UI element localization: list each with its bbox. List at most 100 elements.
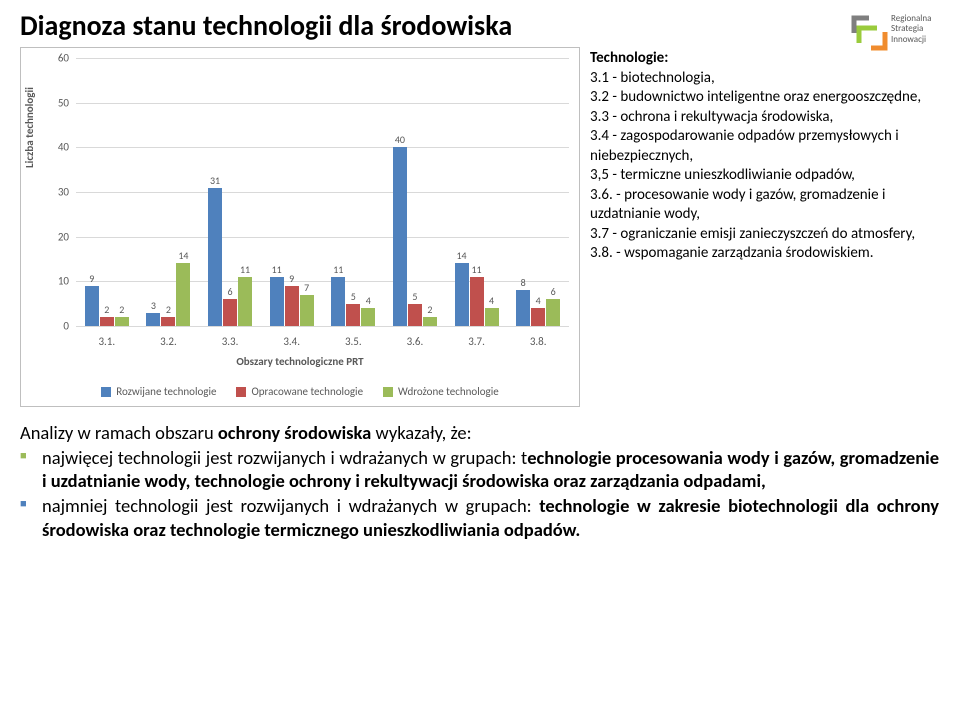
x-tick: 3.8. (507, 335, 569, 348)
tech-legend-item: 3.2 - budownictwo inteligentne oraz ener… (590, 88, 930, 108)
bar-group: 4052 (384, 58, 446, 326)
y-tick: 20 (58, 230, 69, 243)
y-tick: 10 (58, 275, 69, 288)
tech-legend-item: 3.7 - ograniczanie emisji zanieczyszczeń… (590, 225, 930, 245)
bar: 14 (455, 263, 469, 326)
bar-value-label: 8 (521, 276, 526, 289)
bar: 4 (361, 308, 375, 326)
bar-value-label: 6 (228, 285, 233, 298)
x-tick: 3.1. (76, 335, 138, 348)
bar: 14 (176, 263, 190, 326)
bar-value-label: 11 (272, 263, 282, 276)
bar-value-label: 4 (489, 294, 494, 307)
legend-label: Wdrożone technologie (398, 385, 499, 398)
bar-value-label: 40 (395, 133, 405, 146)
bar-value-label: 31 (210, 174, 220, 187)
bar-group: 1154 (323, 58, 385, 326)
bar: 11 (470, 277, 484, 326)
bar-value-label: 9 (89, 272, 94, 285)
bar: 6 (223, 299, 237, 326)
bar: 2 (115, 317, 129, 326)
bar-value-label: 4 (366, 294, 371, 307)
x-tick: 3.3. (199, 335, 261, 348)
y-tick: 40 (58, 141, 69, 154)
bar: 8 (516, 290, 530, 326)
bar-value-label: 11 (240, 263, 250, 276)
tech-legend-item: 3,5 - termiczne unieszkodliwianie odpadó… (590, 166, 930, 186)
bar: 2 (423, 317, 437, 326)
bar-value-label: 2 (427, 303, 432, 316)
bar: 31 (208, 188, 222, 326)
text-run: najwięcej technologii jest rozwijanych i… (42, 446, 527, 469)
bullet-marker: ■ (20, 497, 27, 511)
bar-group: 31611 (199, 58, 261, 326)
technologies-legend: Technologie: 3.1 - biotechnologia,3.2 - … (590, 47, 930, 407)
page-title: Diagnoza stanu technologii dla środowisk… (20, 8, 512, 43)
tech-legend-item: 3.3 - ochrona i rekultywacja środowiska, (590, 108, 930, 128)
legend-label: Rozwijane technologie (116, 385, 216, 398)
chart-legend: Rozwijane technologie Opracowane technolo… (21, 385, 579, 398)
legend-item: Wdrożone technologie (383, 385, 499, 398)
bar-value-label: 11 (333, 263, 343, 276)
analysis-text: Analizy w ramach obszaru ochrony środowi… (20, 421, 939, 541)
y-axis-label: Liczba technologii (23, 87, 36, 168)
bar-value-label: 2 (119, 303, 124, 316)
bar-value-label: 9 (289, 272, 294, 285)
bar: 11 (270, 277, 284, 326)
y-tick: 0 (63, 320, 69, 333)
x-tick: 3.2. (138, 335, 200, 348)
logo-regionalna-strategia-innowacji: Regionalna Strategia Innowacji (849, 8, 939, 68)
bar-value-label: 5 (412, 290, 417, 303)
y-tick: 60 (58, 52, 69, 65)
x-tick: 3.7. (446, 335, 508, 348)
bar-value-label: 6 (551, 285, 556, 298)
bar: 5 (346, 304, 360, 326)
bar-value-label: 2 (104, 303, 109, 316)
y-tick: 30 (58, 186, 69, 199)
x-tick: 3.5. (323, 335, 385, 348)
bar-group: 846 (507, 58, 569, 326)
y-tick: 50 (58, 96, 69, 109)
bar: 2 (161, 317, 175, 326)
legend-swatch (101, 387, 111, 397)
bar-group: 14114 (446, 58, 508, 326)
bar-group: 922 (76, 58, 138, 326)
bar: 4 (485, 308, 499, 326)
bar-value-label: 4 (536, 294, 541, 307)
bar-value-label: 11 (471, 263, 481, 276)
bar-group: 3214 (138, 58, 200, 326)
bullet-marker: ■ (20, 449, 27, 463)
bar-group: 1197 (261, 58, 323, 326)
text-run: najmniej technologii jest rozwijanych i … (42, 494, 539, 517)
bar: 11 (331, 277, 345, 326)
bar-chart: Liczba technologii 0102030405060 9223214… (20, 47, 580, 407)
x-tick: 3.6. (384, 335, 446, 348)
bar-value-label: 14 (178, 249, 188, 262)
tech-legend-item: 3.6. - procesowanie wody i gazów, gromad… (590, 186, 930, 225)
tech-legend-item: 3.1 - biotechnologia, (590, 69, 930, 89)
analysis-lead: Analizy w ramach obszaru ochrony środowi… (20, 421, 939, 444)
bar: 9 (285, 286, 299, 326)
legend-swatch (383, 387, 393, 397)
tech-legend-item: 3.8. - wspomaganie zarządzania środowisk… (590, 244, 930, 264)
bar-value-label: 14 (456, 249, 466, 262)
legend-item: Rozwijane technologie (101, 385, 216, 398)
bar: 3 (146, 313, 160, 326)
bar-value-label: 3 (151, 299, 156, 312)
bar: 11 (238, 277, 252, 326)
legend-label: Opracowane technologie (251, 385, 363, 398)
bar: 2 (100, 317, 114, 326)
bar-value-label: 5 (351, 290, 356, 303)
bar: 7 (300, 295, 314, 326)
legend-item: Opracowane technologie (236, 385, 363, 398)
bar: 40 (393, 147, 407, 326)
bar-value-label: 2 (166, 303, 171, 316)
bar: 9 (85, 286, 99, 326)
bar: 4 (531, 308, 545, 326)
tech-legend-item: 3.4 - zagospodarowanie odpadów przemysło… (590, 127, 930, 166)
logo-text-3: Innowacji (891, 35, 931, 45)
legend-swatch (236, 387, 246, 397)
analysis-bullet: ■ najwięcej technologii jest rozwijanych … (20, 446, 939, 492)
bar: 6 (546, 299, 560, 326)
bar-value-label: 7 (304, 281, 309, 294)
